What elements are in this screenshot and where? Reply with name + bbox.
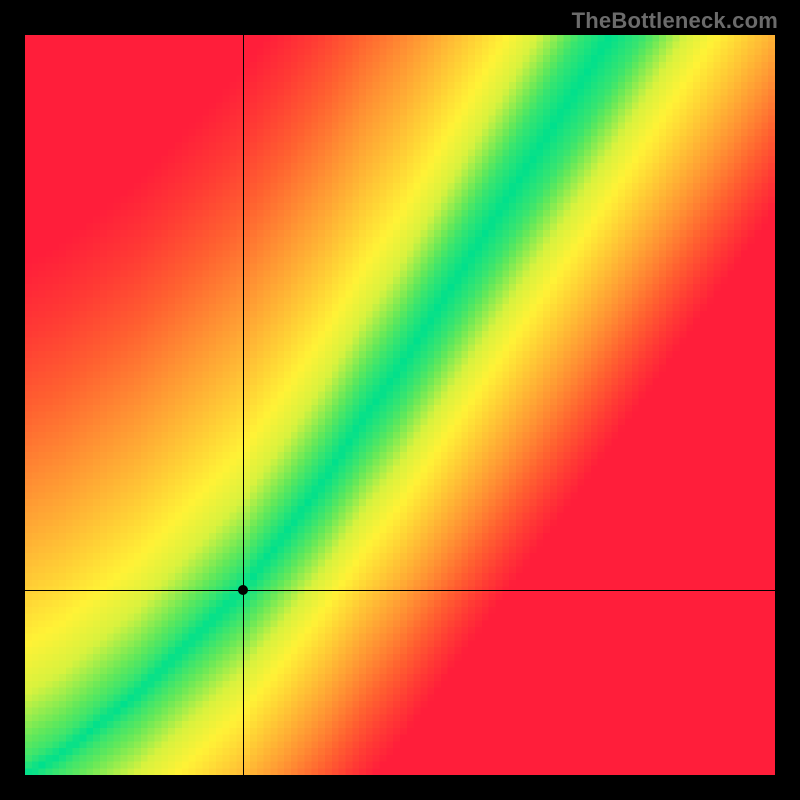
crosshair-marker <box>238 585 248 595</box>
watermark-text: TheBottleneck.com <box>572 8 778 34</box>
crosshair-horizontal <box>25 590 775 591</box>
heatmap-canvas <box>25 35 775 775</box>
heatmap-plot <box>25 35 775 775</box>
crosshair-vertical <box>243 35 244 775</box>
